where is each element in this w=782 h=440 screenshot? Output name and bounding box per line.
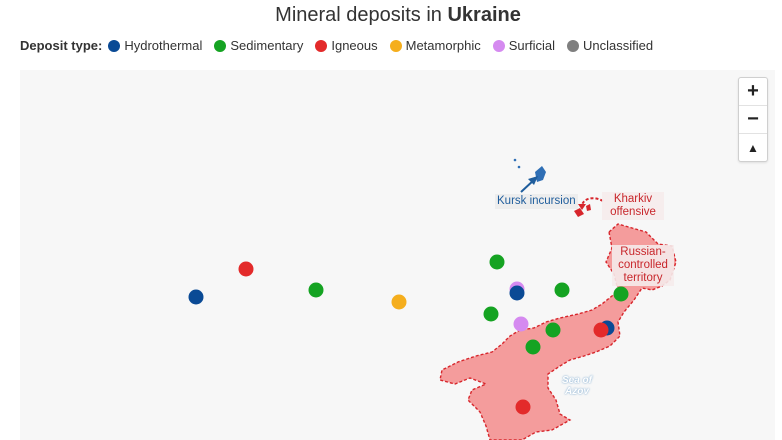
kharkiv-arrow-head xyxy=(578,204,586,210)
surficial-dot-icon xyxy=(492,39,505,52)
deposit-point[interactable] xyxy=(238,261,254,277)
kursk-incursion-label: Kursk incursion xyxy=(495,194,578,209)
legend: Deposit type: Hydrothermal Sedimentary I… xyxy=(20,38,665,53)
sedimentary-dot-icon xyxy=(214,39,227,52)
legend-item-unclassified[interactable]: Unclassified xyxy=(567,38,653,53)
deposit-point[interactable] xyxy=(308,282,324,298)
title-country: Ukraine xyxy=(447,4,521,26)
kharkiv-arrow xyxy=(581,197,604,206)
legend-item-surficial[interactable]: Surficial xyxy=(492,38,556,53)
deposit-point[interactable] xyxy=(613,286,629,302)
hydrothermal-dot-icon xyxy=(108,39,121,52)
kursk-incursion-area xyxy=(513,158,517,162)
kursk-arrow-head xyxy=(528,176,538,185)
zoom-controls: + − ▲ xyxy=(738,77,768,162)
igneous-dot-icon xyxy=(315,39,328,52)
legend-item-label: Unclassified xyxy=(583,38,654,53)
kharkiv-offensive-area xyxy=(574,208,584,217)
deposit-point[interactable] xyxy=(515,399,531,415)
legend-item-label: Sedimentary xyxy=(230,38,304,53)
legend-item-sedimentary[interactable]: Sedimentary xyxy=(214,38,303,53)
legend-item-label: Metamorphic xyxy=(405,38,481,53)
legend-item-metamorphic[interactable]: Metamorphic xyxy=(389,38,481,53)
kursk-incursion-area xyxy=(517,165,521,169)
title-prefix: Mineral deposits in xyxy=(275,4,448,26)
kursk-incursion-area xyxy=(535,166,546,182)
deposit-point[interactable] xyxy=(525,339,541,355)
zoom-out-button[interactable]: − xyxy=(739,106,767,134)
reset-north-button[interactable]: ▲ xyxy=(747,140,759,155)
legend-label: Deposit type: xyxy=(20,38,103,53)
deposit-point[interactable] xyxy=(188,289,204,305)
metamorphic-dot-icon xyxy=(389,39,402,52)
legend-item-label: Hydrothermal xyxy=(124,38,203,53)
deposit-point[interactable] xyxy=(513,316,529,332)
deposit-point[interactable] xyxy=(593,322,609,338)
deposit-point[interactable] xyxy=(483,306,499,322)
kharkiv-offensive-label: Kharkiv offensive xyxy=(602,192,664,220)
map-title: Mineral deposits in Ukraine xyxy=(0,4,782,27)
deposit-point[interactable] xyxy=(545,322,561,338)
legend-item-label: Igneous xyxy=(331,38,378,53)
legend-item-label: Surficial xyxy=(508,38,556,53)
legend-item-hydrothermal[interactable]: Hydrothermal xyxy=(108,38,202,53)
unclassified-dot-icon xyxy=(567,39,580,52)
deposit-point[interactable] xyxy=(509,285,525,301)
deposit-point[interactable] xyxy=(554,282,570,298)
sea-of-azov-label: Sea of Azov xyxy=(561,375,592,397)
deposit-point[interactable] xyxy=(391,294,407,310)
zoom-in-button[interactable]: + xyxy=(739,78,767,106)
legend-item-igneous[interactable]: Igneous xyxy=(315,38,378,53)
russian-controlled-label: Russian-controlled territory xyxy=(612,245,674,286)
kharkiv-offensive-area xyxy=(586,204,591,211)
deposit-point[interactable] xyxy=(489,254,505,270)
